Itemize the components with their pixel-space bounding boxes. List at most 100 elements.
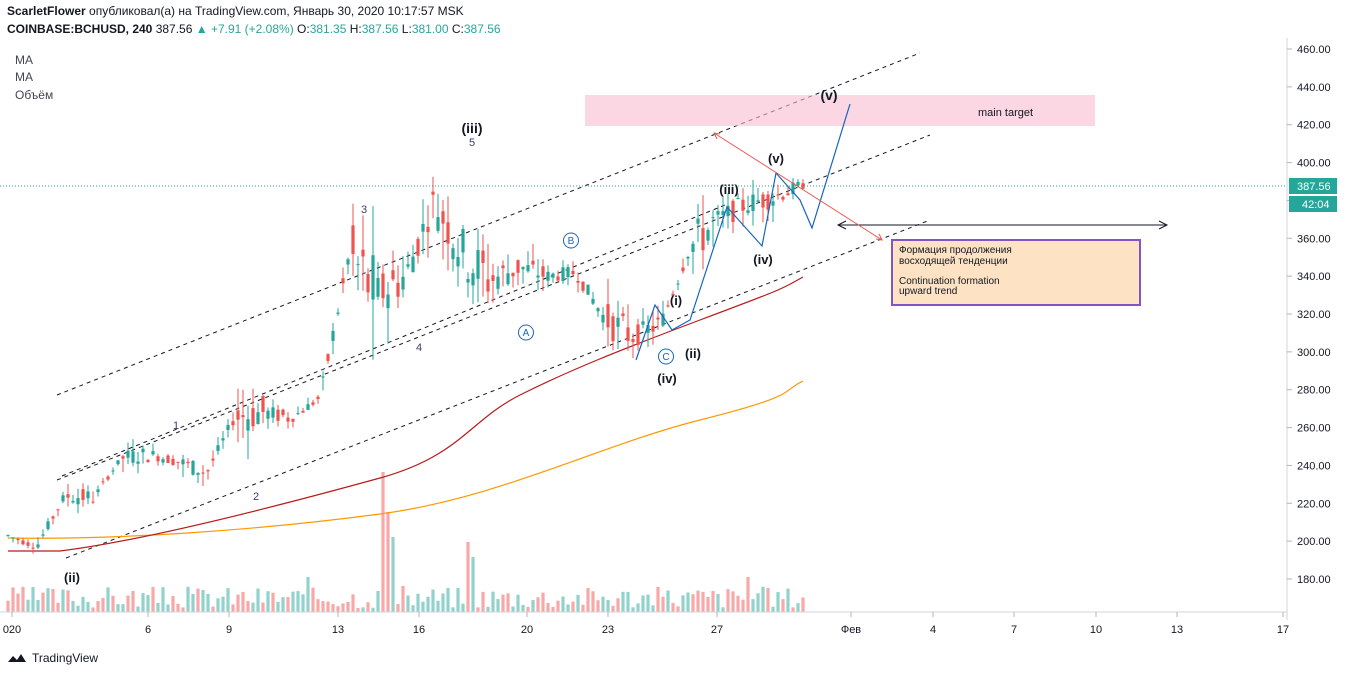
volume-bar [26, 599, 30, 612]
countdown-label: 42:04 [1302, 199, 1330, 211]
volume-bar [521, 604, 525, 612]
footer-brand[interactable]: TradingView [7, 651, 98, 665]
volume-bar [691, 594, 695, 612]
wave-label: (i) [670, 293, 682, 308]
volume-bar [596, 600, 600, 612]
volume-bar [366, 602, 370, 612]
price-tick-label: 460.00 [1297, 44, 1331, 56]
volume-bar [281, 597, 285, 612]
volume-bar [61, 589, 65, 612]
volume-bar [481, 591, 485, 612]
volume-bar [141, 593, 145, 612]
volume-bar [206, 593, 210, 612]
wave-label: (v) [820, 87, 837, 103]
volume-bar [656, 586, 660, 612]
volume-bar [511, 606, 515, 612]
volume-bar [311, 587, 315, 612]
candle-body [36, 544, 40, 548]
volume-bar [331, 604, 335, 612]
volume-bar [626, 591, 630, 612]
candle-body [631, 338, 635, 342]
wave-label: (ii) [685, 346, 701, 361]
candle-body [541, 266, 545, 277]
candle-body [81, 489, 85, 500]
candle-body [376, 277, 380, 297]
volume-bar [451, 607, 455, 612]
candle-body [746, 210, 750, 213]
volume-bar [231, 604, 235, 612]
volume-bar [171, 596, 175, 612]
candle-body [126, 450, 130, 458]
candle-body [411, 256, 415, 273]
candle-body [761, 194, 765, 208]
candle-body [231, 421, 235, 426]
volume-bar [166, 604, 170, 612]
symbol-label: COINBASE:BCHUSD, 240 [7, 22, 153, 36]
volume-bar [506, 593, 510, 612]
author-name[interactable]: ScarletFlower [7, 4, 86, 18]
candle-body [561, 267, 565, 282]
volume-bar [186, 586, 190, 612]
candle-body [191, 461, 195, 475]
brand-name: TradingView [32, 651, 99, 665]
candle-body [471, 273, 475, 286]
volume-bar [56, 602, 60, 612]
indicator-ma-1[interactable]: MA [15, 53, 33, 67]
candle-body [6, 535, 10, 537]
channel-line [65, 219, 931, 559]
volume-bar [376, 590, 380, 612]
candle-body [226, 424, 230, 430]
volume-bar [11, 587, 15, 612]
candle-body [506, 273, 510, 285]
volume-bar [651, 605, 655, 612]
note-box [891, 239, 1141, 306]
candle-body [616, 317, 620, 327]
volume-bar [541, 592, 545, 612]
volume-bar [726, 589, 730, 612]
volume-bar [101, 598, 105, 612]
candle-body [421, 223, 425, 232]
ma-fast-line [8, 276, 804, 552]
price-tick-label: 200.00 [1297, 536, 1331, 548]
volume-bar [401, 586, 405, 612]
volume-bar [551, 606, 555, 612]
wave-label: 2 [253, 491, 259, 503]
candle-body [186, 461, 190, 464]
time-tick-label: 20 [521, 624, 533, 636]
volume-bar [191, 593, 195, 612]
candle-body [106, 476, 110, 480]
volume-bar [226, 588, 230, 612]
volume-bar [121, 604, 125, 612]
volume-bar [351, 594, 355, 612]
wave-label: (ii) [64, 570, 80, 585]
candle-body [161, 459, 165, 463]
candle-body [456, 256, 460, 267]
wave-label: (v) [768, 151, 784, 166]
candle-body [206, 470, 210, 472]
volume-bar [71, 601, 75, 612]
volume-bar [676, 606, 680, 612]
candle-body [276, 409, 280, 421]
volume-bar [801, 597, 805, 612]
volume-bar [196, 588, 200, 612]
candle-body [581, 281, 585, 291]
candle-body [391, 270, 395, 280]
volume-bar [721, 607, 725, 612]
volume-bar [461, 603, 465, 612]
indicator-ma-2[interactable]: MA [15, 70, 33, 84]
volume-bar [396, 604, 400, 612]
candle-body [756, 200, 760, 202]
candle-body [51, 516, 55, 519]
candle-body [501, 265, 505, 269]
volume-bar [91, 607, 95, 612]
volume-bar [326, 601, 330, 612]
price-tick-label: 440.00 [1297, 82, 1331, 94]
volume-bar [86, 601, 90, 612]
volume-bar [111, 595, 115, 612]
indicator-volume[interactable]: Объём [15, 88, 54, 102]
volume-bar [641, 595, 645, 612]
volume-bar [746, 577, 750, 612]
volume-bar [161, 587, 165, 612]
volume-bar [576, 595, 580, 612]
